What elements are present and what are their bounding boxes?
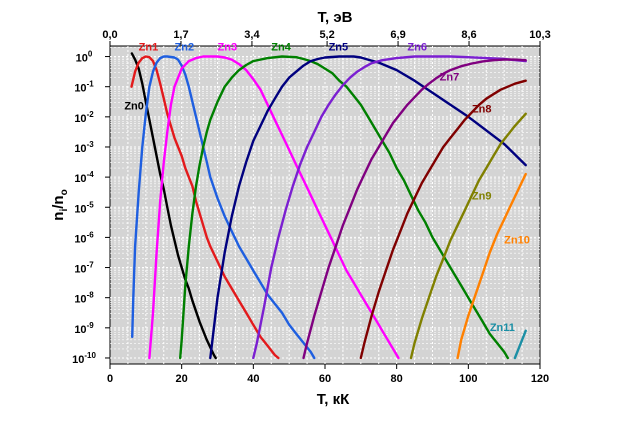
y-tick-base: 10 bbox=[74, 113, 86, 125]
x-tick-label: 100 bbox=[459, 373, 477, 385]
series-label-zn1: Zn1 bbox=[139, 42, 159, 54]
y-tick-base: 10 bbox=[74, 324, 86, 336]
y-axis-title-n: n bbox=[50, 212, 67, 221]
y-tick-label: 10-6 bbox=[74, 230, 94, 245]
y-tick-base: 10 bbox=[74, 203, 86, 215]
y-tick-base: 10 bbox=[74, 143, 86, 155]
x-tick-label: 80 bbox=[391, 373, 403, 385]
series-label-zn9: Zn9 bbox=[472, 191, 492, 203]
y-tick-exponent: -9 bbox=[87, 321, 95, 330]
series-label-zn11: Zn11 bbox=[490, 322, 515, 334]
x-tick-label: 120 bbox=[531, 373, 549, 385]
y-axis-title-sub-i: i bbox=[59, 209, 70, 212]
series-label-zn2: Zn2 bbox=[175, 42, 195, 54]
x2-tick-label: 1,7 bbox=[173, 29, 188, 41]
y-tick-base: 10 bbox=[76, 53, 88, 65]
y-tick-base: 10 bbox=[74, 233, 86, 245]
y-tick-base: 10 bbox=[74, 173, 86, 185]
x2-tick-label: 0,0 bbox=[102, 29, 117, 41]
y-tick-exponent: -2 bbox=[87, 110, 95, 119]
series-line-zn2 bbox=[131, 55, 316, 360]
plot-area bbox=[109, 45, 541, 365]
x2-tick-label: 10,3 bbox=[529, 29, 550, 41]
y-tick-base: 10 bbox=[74, 264, 86, 276]
series-line-zn4 bbox=[179, 55, 509, 360]
x2-tick-label: 3,4 bbox=[244, 29, 260, 41]
series-label-zn0: Zn0 bbox=[124, 100, 144, 112]
series-line-zn11 bbox=[513, 329, 527, 360]
series-lines bbox=[130, 52, 527, 360]
series-line-zn3 bbox=[148, 55, 400, 360]
series-line-zn1 bbox=[130, 55, 280, 360]
y-tick-label: 10-1 bbox=[74, 80, 94, 95]
y-tick-base: 10 bbox=[74, 294, 86, 306]
series-label-zn5: Zn5 bbox=[329, 42, 349, 54]
series-line-zn8 bbox=[359, 79, 527, 360]
y-axis-title-mid: /n bbox=[50, 195, 67, 208]
y-tick-exponent: -4 bbox=[87, 170, 95, 179]
series-line-zn10 bbox=[456, 172, 527, 360]
y-axis-title-sub-o: o bbox=[59, 189, 70, 195]
x-tick-label: 40 bbox=[247, 373, 259, 385]
series-line-zn0 bbox=[130, 52, 217, 360]
y-tick-exponent: -3 bbox=[87, 140, 95, 149]
y-tick-label: 100 bbox=[76, 50, 93, 65]
y-tick-exponent: -1 bbox=[87, 80, 95, 89]
x-axis-title: T, кК bbox=[317, 391, 350, 408]
series-label-zn6: Zn6 bbox=[407, 42, 427, 54]
y-tick-label: 10-5 bbox=[74, 200, 94, 215]
series-line-zn9 bbox=[409, 112, 527, 360]
y-tick-exponent: -7 bbox=[87, 261, 95, 270]
y-tick-exponent: 0 bbox=[88, 50, 93, 59]
x2-tick-label: 6,9 bbox=[390, 29, 405, 41]
x-tick-label: 20 bbox=[176, 373, 188, 385]
y-tick-label: 10-7 bbox=[74, 261, 94, 276]
y-tick-base: 10 bbox=[72, 354, 84, 366]
y-tick-label: 10-4 bbox=[74, 170, 94, 185]
y-tick-label: 10-9 bbox=[74, 321, 94, 336]
series-label-zn7: Zn7 bbox=[440, 72, 460, 84]
series-line-zn6 bbox=[252, 55, 527, 360]
x2-tick-label: 5,2 bbox=[319, 29, 334, 41]
y-tick-exponent: -5 bbox=[87, 200, 95, 209]
x2-axis-title: T, эВ bbox=[318, 9, 353, 26]
y-tick-exponent: -8 bbox=[87, 291, 95, 300]
series-label-zn4: Zn4 bbox=[271, 42, 291, 54]
series-labels: Zn0 Zn1 Zn2 Zn3 Zn4 Zn5 Zn6 Zn7 Zn8 Zn9 Zn10 Zn11 bbox=[124, 42, 530, 334]
series-line-zn7 bbox=[302, 58, 527, 360]
x-tick-label: 60 bbox=[319, 373, 331, 385]
y-tick-label: 10-10 bbox=[72, 351, 96, 366]
x2-tick-label: 8,6 bbox=[461, 29, 476, 41]
y-tick-label: 10-8 bbox=[74, 291, 94, 306]
y-tick-base: 10 bbox=[74, 83, 86, 95]
series-label-zn10: Zn10 bbox=[504, 234, 530, 246]
series-label-zn8: Zn8 bbox=[472, 103, 492, 115]
y-tick-label: 10-2 bbox=[74, 110, 94, 125]
y-tick-label: 10-3 bbox=[74, 140, 94, 155]
series-label-zn3: Zn3 bbox=[218, 42, 238, 54]
series-line-zn5 bbox=[209, 55, 527, 360]
y-tick-exponent: -10 bbox=[84, 351, 96, 360]
y-axis-title: ni/no bbox=[50, 189, 70, 220]
y-tick-exponent: -6 bbox=[87, 230, 95, 239]
x-tick-label: 0 bbox=[107, 373, 113, 385]
